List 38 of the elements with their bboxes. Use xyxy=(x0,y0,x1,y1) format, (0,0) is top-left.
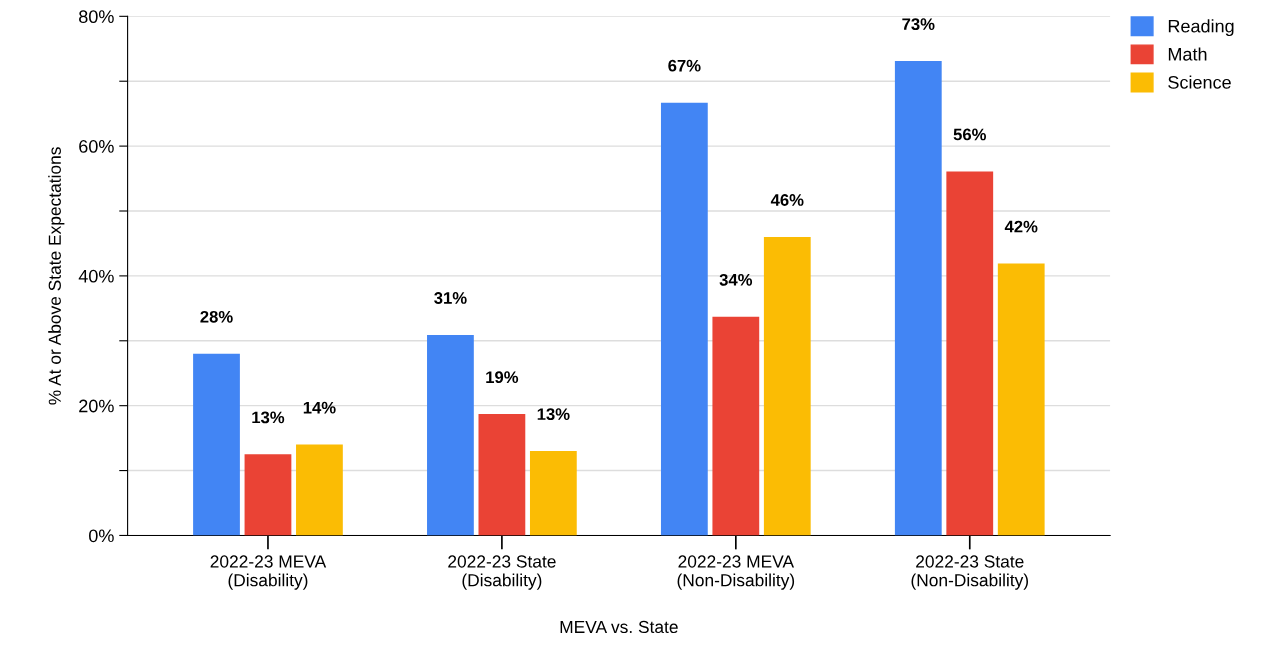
data-label: 31% xyxy=(434,292,467,304)
data-label: 14% xyxy=(303,401,336,414)
x-tick-label: 2022-23 State (Non-Disability) xyxy=(911,555,1029,590)
bar xyxy=(193,353,240,536)
data-label: 13% xyxy=(252,411,285,424)
legend-label: Math xyxy=(1168,47,1207,61)
legend-label: Reading xyxy=(1168,19,1234,37)
y-tick-label: 40% xyxy=(78,269,114,283)
y-tick-label: 60% xyxy=(79,140,114,153)
data-label: 19% xyxy=(486,371,519,384)
bar xyxy=(894,61,942,536)
x-tick-label: 2022-23 MEVA (Non-Disability) xyxy=(677,555,795,590)
bar xyxy=(712,316,760,536)
y-axis-title: % At or Above State Expectations xyxy=(48,147,65,405)
bar xyxy=(763,236,811,536)
y-tick-label: 80% xyxy=(79,10,114,24)
legend-label: Science xyxy=(1168,75,1231,89)
x-axis-title: MEVA vs. State xyxy=(560,620,678,634)
data-label: 73% xyxy=(902,18,935,31)
data-label: 56% xyxy=(953,128,986,141)
data-label: 42% xyxy=(1004,220,1038,233)
data-label: 13% xyxy=(537,408,570,421)
bar xyxy=(296,444,343,536)
y-tick-label: 0% xyxy=(89,529,114,543)
data-label: 46% xyxy=(770,194,804,206)
y-tick-label: 20% xyxy=(79,399,114,413)
x-tick-label: 2022-23 State (Disability) xyxy=(448,555,556,590)
data-label: 34% xyxy=(719,273,753,286)
bar xyxy=(946,171,994,536)
bar xyxy=(478,414,526,536)
bar xyxy=(997,263,1045,536)
bar xyxy=(427,334,474,536)
data-label: 67% xyxy=(668,59,701,72)
data-label: 28% xyxy=(200,310,233,323)
bar xyxy=(529,451,577,536)
x-tick-label: 2022-23 MEVA (Disability) xyxy=(210,555,327,590)
bar xyxy=(244,454,292,536)
bar xyxy=(660,102,708,536)
